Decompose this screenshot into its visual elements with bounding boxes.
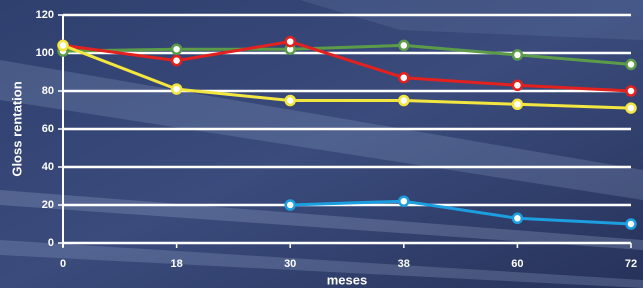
data-point bbox=[399, 41, 408, 50]
data-point bbox=[513, 50, 522, 59]
data-point bbox=[513, 81, 522, 90]
x-tick-label: 18 bbox=[170, 258, 182, 270]
chart: Gloss rentation meses 0 20 40 60 80 100 120 0 18… bbox=[0, 0, 643, 288]
data-point bbox=[513, 214, 522, 223]
y-tick-label: 20 bbox=[42, 199, 54, 211]
y-tick-label: 120 bbox=[36, 9, 54, 21]
data-point bbox=[513, 100, 522, 109]
data-point bbox=[172, 85, 181, 94]
data-point bbox=[59, 41, 68, 50]
data-point bbox=[399, 197, 408, 206]
data-point bbox=[399, 96, 408, 105]
y-tick-label: 80 bbox=[42, 85, 54, 97]
x-tick-label: 60 bbox=[511, 258, 523, 270]
x-axis-label: meses bbox=[327, 272, 367, 287]
data-point bbox=[627, 104, 636, 113]
y-axis-label: Gloss rentation bbox=[9, 81, 24, 176]
data-point bbox=[627, 60, 636, 69]
data-point bbox=[286, 96, 295, 105]
data-point bbox=[286, 201, 295, 210]
x-tick-label: 0 bbox=[60, 258, 66, 270]
y-tick-label: 0 bbox=[48, 237, 54, 249]
data-point bbox=[172, 56, 181, 65]
data-point bbox=[627, 220, 636, 229]
page: {"chart_data": { "type": "line", "x_labe… bbox=[0, 0, 643, 288]
y-tick-label: 40 bbox=[42, 161, 54, 173]
data-point bbox=[172, 45, 181, 54]
data-point bbox=[399, 73, 408, 82]
x-tick-label: 30 bbox=[284, 258, 296, 270]
y-tick-label: 100 bbox=[36, 47, 54, 59]
data-point bbox=[286, 37, 295, 46]
y-tick-label: 60 bbox=[42, 123, 54, 135]
x-tick-label: 72 bbox=[625, 258, 637, 270]
data-point bbox=[627, 87, 636, 96]
x-tick-label: 38 bbox=[398, 258, 410, 270]
